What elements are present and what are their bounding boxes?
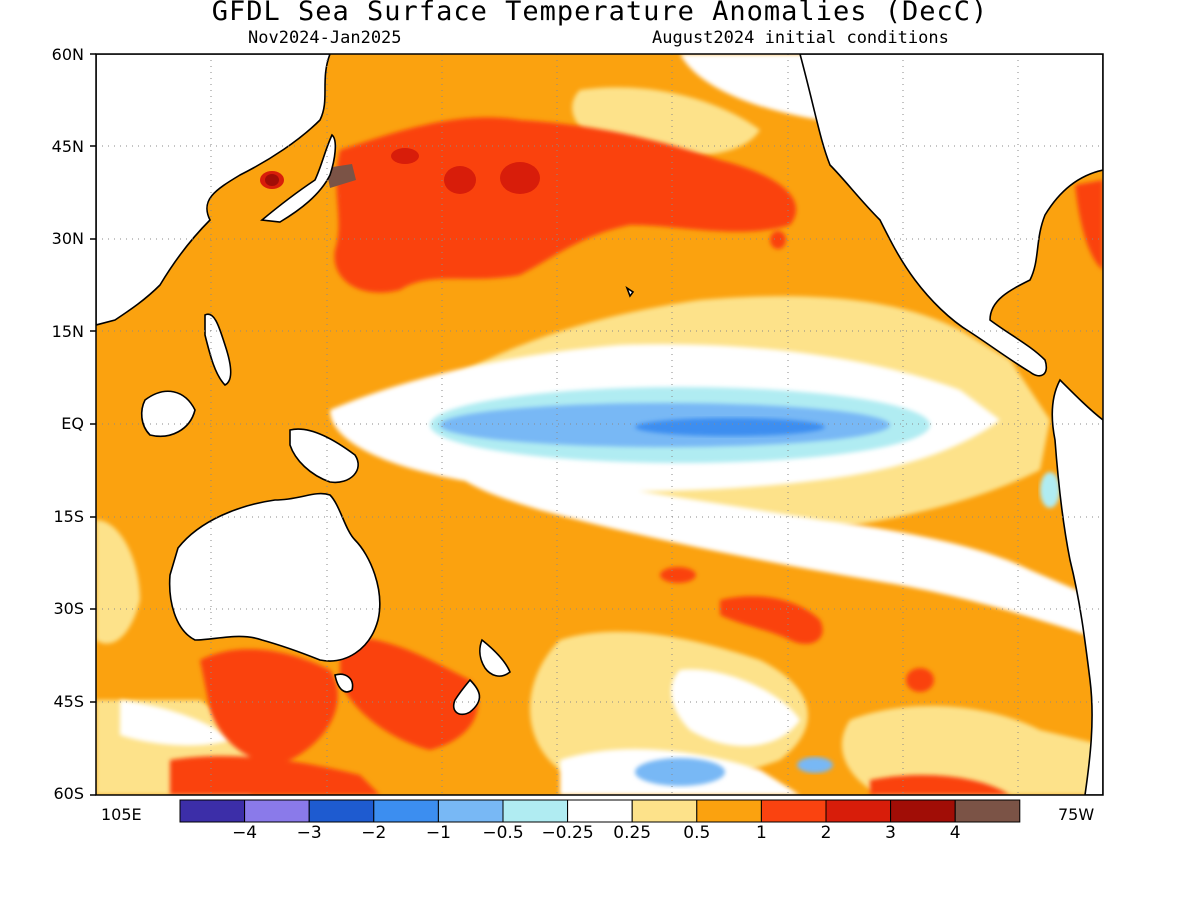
borneo — [140, 390, 196, 437]
colorbar-swatch — [954, 799, 1021, 823]
colorbar-label: −0.5 — [482, 823, 524, 843]
colorbar-label: 1 — [755, 823, 767, 843]
tasmania — [334, 673, 354, 693]
lat-label-60s: 60S — [53, 784, 84, 803]
australia — [168, 492, 381, 662]
forecast-period: Nov2024-Jan2025 — [248, 28, 402, 48]
lat-label-45n: 45N — [51, 137, 84, 156]
map-title: GFDL Sea Surface Temperature Anomalies (… — [211, 0, 989, 27]
colorbar-swatch — [502, 799, 569, 823]
lat-label-15s: 15S — [53, 507, 84, 526]
japan — [260, 133, 337, 223]
colorbar-swatch — [437, 799, 504, 823]
colorbar-swatch — [890, 799, 956, 823]
philippines — [204, 313, 232, 386]
lat-label-60n: 60N — [51, 45, 84, 64]
colorbar-label: −3 — [296, 823, 322, 843]
colorbar-swatch — [567, 799, 633, 823]
cool-anomaly-regions — [340, 190, 1060, 786]
lat-label-30s: 30S — [53, 599, 84, 618]
new-guinea — [289, 428, 359, 484]
new-zealand-north — [479, 638, 511, 677]
lat-label-eq: EQ — [61, 414, 84, 433]
colorbar-label: 3 — [885, 823, 897, 843]
colorbar-swatch — [244, 799, 310, 823]
colorbar-label: 4 — [949, 823, 961, 843]
lon-label-east: 75W — [1058, 805, 1095, 824]
very-strong-warm-regions — [260, 148, 540, 194]
south-america — [1051, 378, 1103, 795]
asia-mainland — [96, 54, 331, 326]
colorbar-label: −0.25 — [541, 823, 594, 843]
lat-label-30n: 30N — [51, 229, 84, 248]
colorbar-swatch — [825, 799, 892, 823]
new-zealand-south — [452, 678, 481, 716]
extreme-warm-regions — [265, 164, 356, 188]
colorbar-label: 0.25 — [613, 823, 652, 843]
lon-label-west: 105E — [101, 805, 142, 824]
landmasses — [96, 54, 1103, 795]
colorbar — [179, 799, 1021, 823]
colorbar-swatch — [308, 799, 375, 823]
lat-ticks — [90, 53, 96, 796]
colorbar-swatch — [696, 799, 762, 823]
strong-warm-regions — [170, 117, 1103, 795]
colorbar-label: −2 — [361, 823, 387, 843]
colorbar-swatch — [631, 799, 698, 823]
colorbar-label: 2 — [820, 823, 832, 843]
lat-label-15n: 15N — [51, 322, 84, 341]
colorbar-label: −1 — [425, 823, 451, 843]
colorbar-label: −4 — [232, 823, 258, 843]
hawaii — [625, 285, 635, 298]
lat-label-45s: 45S — [53, 692, 84, 711]
colorbar-swatch — [373, 799, 439, 823]
north-america — [799, 54, 1103, 377]
colorbar-label: 0.5 — [683, 823, 711, 843]
initial-conditions: August2024 initial conditions — [652, 28, 949, 48]
colorbar-swatch — [760, 799, 827, 823]
colorbar-swatch — [179, 799, 246, 823]
